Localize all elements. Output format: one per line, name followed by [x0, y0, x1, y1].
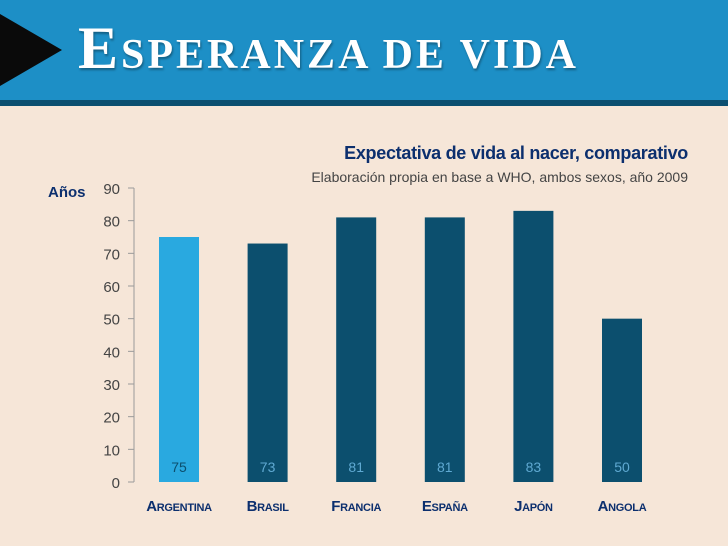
title-banner-stripe	[0, 100, 728, 106]
y-tick-label: 30	[103, 377, 120, 394]
chart-subtitle: Elaboración propia en base a WHO, ambos …	[311, 169, 688, 185]
page-title-rest: speranza de vida	[121, 32, 580, 78]
y-tick-label: 10	[103, 442, 120, 459]
chart-title: Expectativa de vida al nacer, comparativ…	[344, 143, 688, 163]
y-axis-label: Años	[48, 184, 86, 201]
y-tick-label: 90	[103, 181, 120, 198]
bar	[247, 243, 288, 482]
data-label: 50	[614, 459, 630, 475]
bar	[424, 217, 465, 482]
y-tick-label: 60	[103, 279, 120, 296]
bar	[336, 217, 377, 482]
x-tick-label: Francia	[331, 498, 382, 515]
y-tick-label: 70	[103, 246, 120, 263]
x-tick-label: España	[421, 498, 468, 515]
x-tick-label: Japón	[514, 498, 553, 515]
arrow-icon	[0, 14, 62, 86]
x-tick-label: Argentina	[146, 498, 212, 515]
bar	[602, 318, 642, 482]
page-title: Esperanza de vida	[78, 14, 579, 83]
y-tick-label: 50	[103, 312, 120, 329]
x-tick-label: Angola	[597, 498, 647, 515]
data-label: 81	[437, 459, 453, 475]
page-title-initial: E	[78, 15, 122, 81]
y-tick-label: 80	[103, 214, 120, 231]
x-tick-label: Brasil	[246, 498, 289, 515]
y-tick-label: 0	[112, 475, 120, 492]
bar	[159, 237, 199, 482]
data-label: 75	[171, 459, 187, 475]
data-label: 73	[260, 459, 276, 475]
data-label: 83	[526, 459, 542, 475]
y-tick-label: 20	[103, 410, 120, 427]
data-label: 81	[348, 459, 364, 475]
bar	[513, 210, 554, 482]
y-tick-label: 40	[103, 344, 120, 361]
